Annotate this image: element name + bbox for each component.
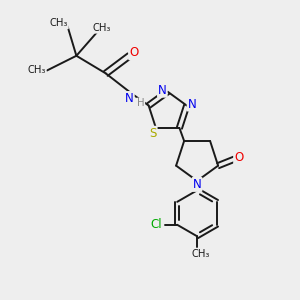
Text: N: N bbox=[193, 178, 202, 191]
Text: O: O bbox=[234, 151, 243, 164]
Text: CH₃: CH₃ bbox=[28, 65, 46, 76]
Text: CH₃: CH₃ bbox=[92, 23, 111, 33]
Text: CH₃: CH₃ bbox=[50, 18, 68, 28]
Text: CH₃: CH₃ bbox=[191, 249, 210, 259]
Text: S: S bbox=[149, 127, 157, 140]
Text: N: N bbox=[188, 98, 196, 111]
Text: N: N bbox=[125, 92, 134, 105]
Text: O: O bbox=[129, 46, 138, 59]
Text: N: N bbox=[158, 84, 167, 97]
Text: Cl: Cl bbox=[151, 218, 162, 231]
Text: H: H bbox=[137, 98, 144, 109]
